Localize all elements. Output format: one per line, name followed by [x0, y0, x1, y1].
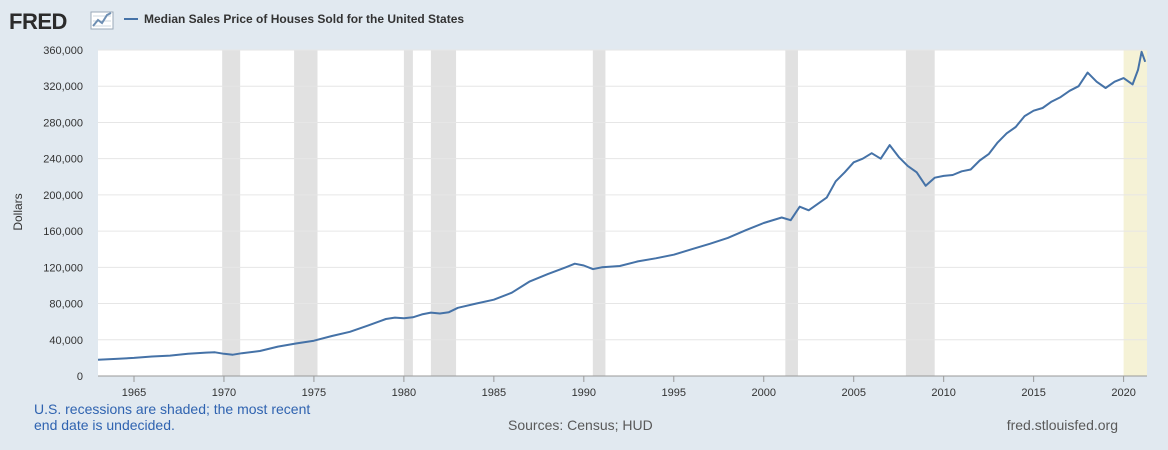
fred-logo[interactable]: FRED	[9, 9, 114, 34]
x-tick-label: 1970	[212, 387, 236, 399]
x-tick-label: 2010	[931, 387, 955, 399]
y-tick-label: 240,000	[43, 154, 83, 166]
line-chart-icon	[90, 11, 114, 30]
y-tick-label: 120,000	[43, 262, 83, 274]
x-tick-label: 2015	[1021, 387, 1045, 399]
x-tick-label: 1980	[392, 387, 416, 399]
grid-lines	[98, 49, 1147, 341]
y-axis-title: Dollars	[11, 193, 25, 230]
recession-band-5	[785, 50, 798, 376]
recession-band-6	[905, 50, 935, 376]
x-tick-label: 1975	[302, 387, 326, 399]
recession-band-0	[222, 50, 241, 376]
recession-note: U.S. recessions are shaded; the most rec…	[34, 401, 311, 433]
y-tick-label: 160,000	[43, 226, 83, 238]
legend[interactable]: Median Sales Price of Houses Sold for th…	[124, 12, 464, 26]
recession-band-2	[403, 50, 413, 376]
y-tick-label: 80,000	[49, 299, 83, 311]
y-tick-label: 40,000	[49, 335, 83, 347]
recession-shading	[222, 50, 1147, 376]
series-line-median-sales-price[interactable]	[97, 50, 1147, 361]
x-tick-label: 1985	[482, 387, 506, 399]
y-tick-label: 320,000	[43, 81, 83, 93]
recession-band-1	[294, 50, 318, 376]
recession-band-undecided	[1123, 50, 1147, 376]
y-tick-label: 200,000	[43, 190, 83, 202]
x-tick-label: 1995	[662, 387, 686, 399]
y-tick-label: 0	[77, 371, 83, 383]
x-tick-label: 1990	[572, 387, 596, 399]
fred-logo-text: FRED	[9, 9, 67, 34]
x-axis-ticks: 1965 1970 1975 1980 1985 1990 1995 2000 2005 2010…	[122, 376, 1136, 399]
x-tick-label: 2020	[1111, 387, 1135, 399]
y-axis-ticks: 0 40,000 80,000 120,000 160,000 200,000 240,00…	[43, 45, 83, 383]
x-tick-label: 2005	[841, 387, 865, 399]
legend-label: Median Sales Price of Houses Sold for th…	[144, 12, 464, 26]
recession-band-4	[592, 50, 606, 376]
x-tick-label: 1965	[122, 387, 146, 399]
y-tick-label: 360,000	[43, 45, 83, 57]
sources-text: Sources: Census; HUD	[508, 417, 653, 433]
plot-area	[98, 50, 1147, 376]
site-link[interactable]: fred.stlouisfed.org	[1006, 417, 1118, 433]
x-tick-label: 2000	[752, 387, 776, 399]
y-tick-label: 280,000	[43, 117, 83, 129]
recession-band-3	[430, 50, 457, 376]
